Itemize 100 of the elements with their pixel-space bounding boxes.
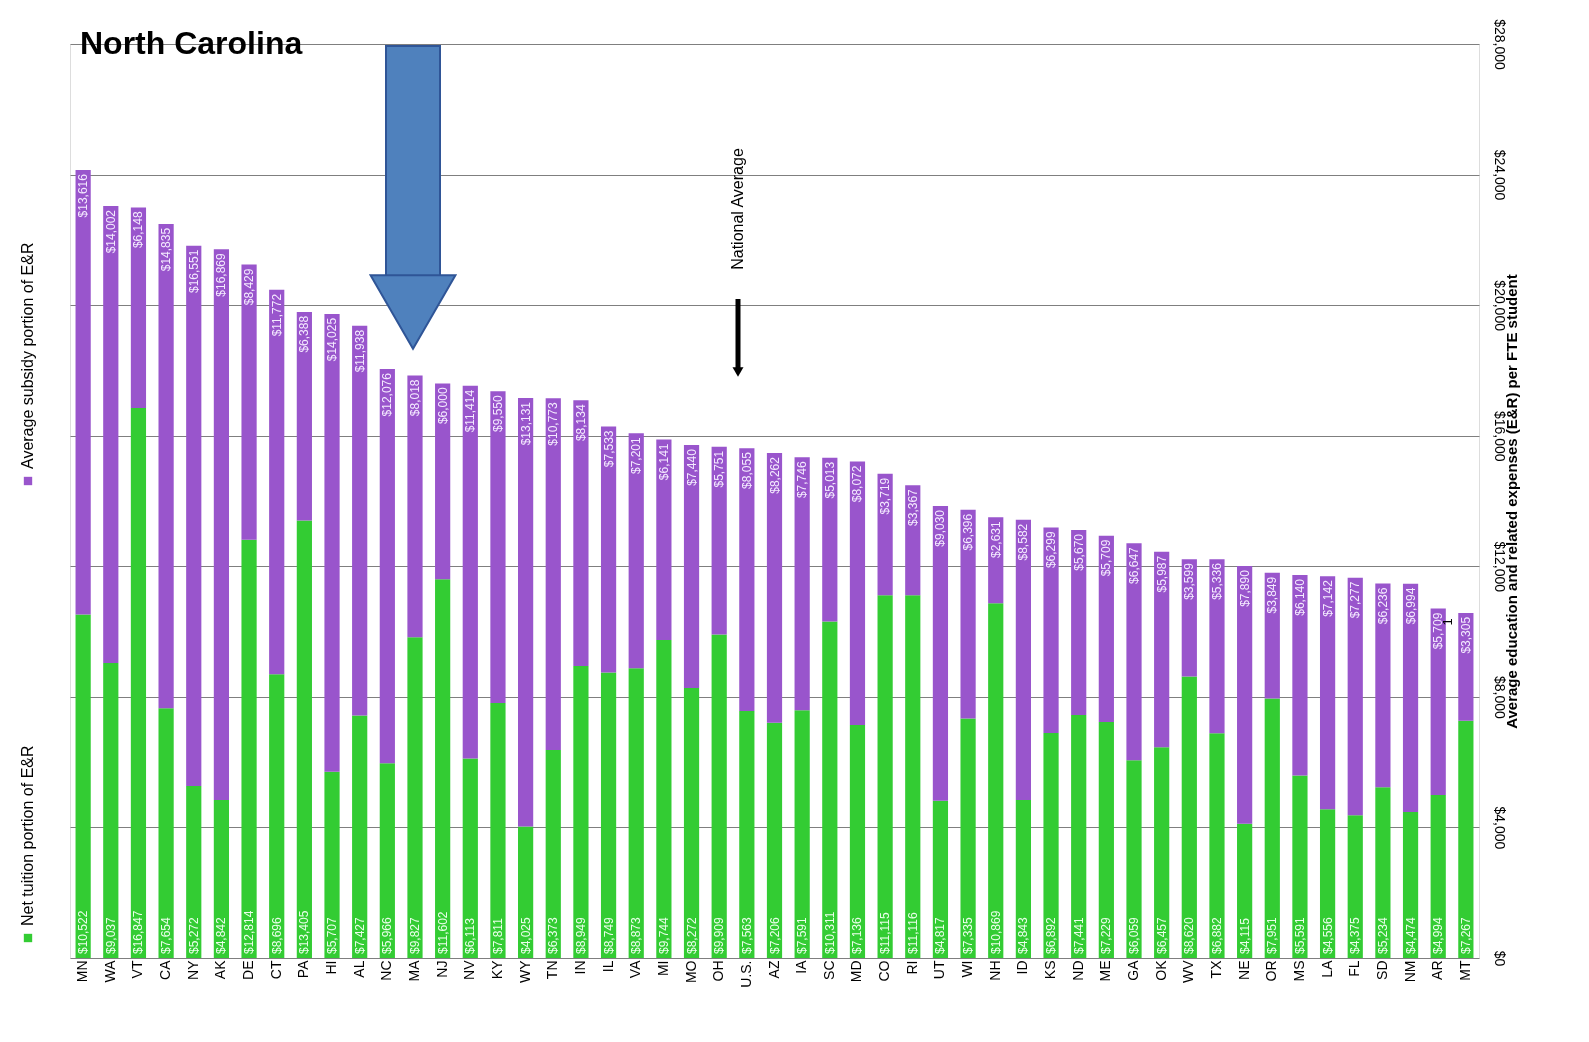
bar <box>573 665 589 958</box>
bar <box>711 446 727 635</box>
bar <box>656 639 672 958</box>
bar <box>628 668 644 958</box>
bar <box>877 595 893 958</box>
data-label: $8,873 <box>629 916 644 954</box>
bar <box>683 445 700 688</box>
data-label: $6,148 <box>131 211 146 249</box>
data-label: $7,890 <box>1237 569 1252 607</box>
x-tick-label: NE <box>1235 960 1252 980</box>
bar <box>130 207 147 409</box>
data-label: $11,772 <box>269 293 284 337</box>
bar <box>1154 747 1170 958</box>
bar <box>296 520 312 958</box>
data-label: $4,842 <box>214 916 229 954</box>
x-tick-label: ND <box>1069 960 1086 981</box>
x-tick-label: MI <box>654 960 671 977</box>
chart-title: North Carolina <box>80 25 303 61</box>
bar <box>1126 543 1142 761</box>
x-tick-label: NY <box>184 959 201 980</box>
bar <box>213 799 230 958</box>
data-label: $5,272 <box>186 916 201 954</box>
x-tick-label: WY <box>516 959 533 984</box>
data-label: $7,267 <box>1458 916 1473 954</box>
bar <box>822 621 838 958</box>
data-label: $9,037 <box>103 916 118 954</box>
data-label: $5,336 <box>1209 562 1224 600</box>
bar <box>960 509 976 719</box>
data-label: $9,744 <box>656 916 671 954</box>
x-tick-label: WV <box>1180 959 1197 984</box>
data-label: $2,631 <box>988 521 1003 559</box>
bar <box>1375 787 1391 958</box>
bar <box>1237 566 1253 824</box>
bar <box>1071 715 1087 958</box>
data-label: $6,647 <box>1127 546 1142 584</box>
data-label: $11,938 <box>352 329 367 373</box>
data-label: $8,072 <box>850 465 865 503</box>
data-label: $8,582 <box>1016 523 1031 561</box>
data-label: $8,696 <box>269 916 284 954</box>
data-label: $10,869 <box>988 910 1003 954</box>
data-label: $8,272 <box>684 916 699 954</box>
bar <box>352 325 368 716</box>
x-tick-label: AR <box>1429 960 1446 980</box>
data-label: $7,654 <box>159 916 174 954</box>
data-label: $14,835 <box>159 227 174 272</box>
data-label: $6,000 <box>435 387 450 425</box>
x-tick-label: SC <box>820 960 837 980</box>
x-tick-label: NM <box>1401 960 1418 983</box>
data-label: $8,055 <box>739 451 754 489</box>
data-label: $4,025 <box>518 916 533 954</box>
data-label: $5,234 <box>1375 916 1390 954</box>
data-label: $5,707 <box>325 916 340 954</box>
data-label: $13,405 <box>297 910 312 954</box>
x-tick-label: ID <box>1014 960 1031 975</box>
bar <box>683 687 700 958</box>
x-tick-label: CA <box>157 959 174 980</box>
x-tick-label: VA <box>627 959 644 979</box>
bar <box>1375 583 1391 788</box>
x-tick-label: NV <box>461 959 478 980</box>
bar <box>435 383 451 580</box>
data-label: $5,013 <box>822 461 837 499</box>
bar <box>379 369 395 764</box>
bar <box>490 703 506 958</box>
bar <box>1126 760 1142 958</box>
bar <box>794 457 810 711</box>
data-label: $14,025 <box>325 317 340 362</box>
data-label: $8,018 <box>407 379 422 417</box>
data-label: $5,987 <box>1154 555 1169 593</box>
data-label: $8,262 <box>767 456 782 494</box>
data-label: $5,709 <box>1099 539 1114 577</box>
bar <box>1015 519 1031 800</box>
x-tick-label: TX <box>1207 959 1224 979</box>
bar <box>1154 551 1170 748</box>
x-tick-label: IN <box>571 960 588 975</box>
x-tick-label: IL <box>599 960 616 973</box>
data-label: $7,277 <box>1348 581 1363 619</box>
data-label: $7,136 <box>850 916 865 954</box>
bar <box>1209 733 1225 958</box>
x-tick-label: TN <box>544 960 561 980</box>
data-label: $6,457 <box>1154 916 1169 954</box>
data-label: $3,599 <box>1182 562 1197 600</box>
bar <box>435 579 451 958</box>
data-label: $10,522 <box>76 910 91 954</box>
x-tick-label: ME <box>1097 960 1114 982</box>
data-label: $6,396 <box>961 513 976 551</box>
data-label: $5,591 <box>1292 916 1307 954</box>
bar <box>75 170 91 615</box>
x-tick-label: MA <box>405 959 422 982</box>
data-label: $6,388 <box>297 315 312 353</box>
data-label: $7,142 <box>1320 579 1335 617</box>
data-label: $6,892 <box>1044 916 1059 954</box>
x-tick-label: SD <box>1373 960 1390 980</box>
bar <box>158 223 174 709</box>
data-label: $7,811 <box>490 917 505 954</box>
x-tick-label: MD <box>848 960 865 983</box>
data-label: $3,719 <box>878 477 893 515</box>
bar <box>656 439 672 640</box>
data-label: $7,441 <box>1071 916 1086 954</box>
bar <box>1402 583 1419 812</box>
data-label: $7,427 <box>352 916 367 954</box>
